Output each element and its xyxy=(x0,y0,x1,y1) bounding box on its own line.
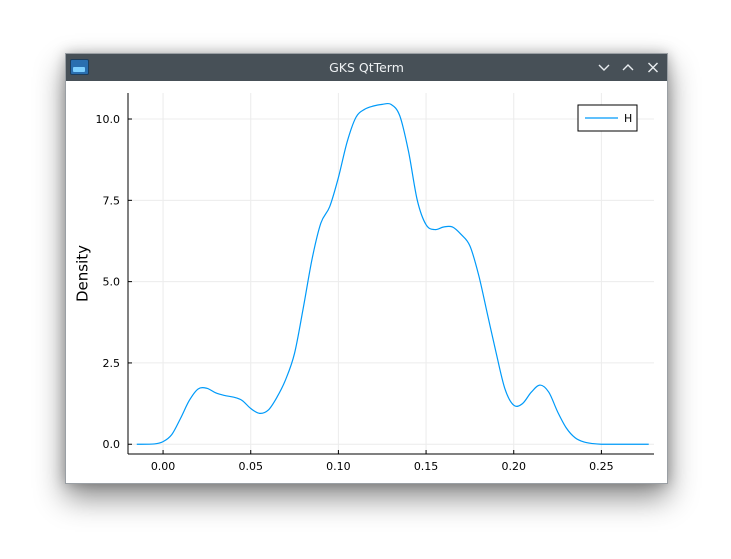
close-icon xyxy=(648,62,658,73)
y-tick-label: 10.0 xyxy=(96,113,121,126)
y-tick-label: 7.5 xyxy=(103,194,121,207)
chart-series xyxy=(136,102,649,445)
minimize-button[interactable] xyxy=(594,58,614,77)
app-window: GKS QtTerm 0.00 0.05 0.10 0.15 0.20 0.25 0.0 2.… xyxy=(65,53,668,484)
x-tick-label: 0.00 xyxy=(151,460,176,473)
x-tick-label: 0.20 xyxy=(501,460,526,473)
maximize-button[interactable] xyxy=(618,58,638,77)
series-line-h xyxy=(136,102,649,445)
y-tick-label: 5.0 xyxy=(103,276,121,289)
window-title: GKS QtTerm xyxy=(329,60,404,75)
x-tick-label: 0.15 xyxy=(414,460,439,473)
y-tick-label: 0.0 xyxy=(103,438,121,451)
minimize-icon xyxy=(598,64,610,71)
gks-app-icon xyxy=(70,59,89,75)
maximize-icon xyxy=(622,64,634,71)
legend-label: H xyxy=(624,112,632,125)
x-tick-label: 0.10 xyxy=(326,460,351,473)
chart-axes: 0.00 0.05 0.10 0.15 0.20 0.25 0.0 2.5 5.0 7.5 10.0 xyxy=(96,93,654,473)
y-axis-label: Density xyxy=(73,245,91,302)
window-titlebar[interactable]: GKS QtTerm xyxy=(66,54,667,81)
y-tick-label: 2.5 xyxy=(103,357,121,370)
x-tick-label: 0.25 xyxy=(589,460,614,473)
close-button[interactable] xyxy=(643,58,663,77)
density-chart: 0.00 0.05 0.10 0.15 0.20 0.25 0.0 2.5 5.0 7.5 10.0… xyxy=(73,93,654,473)
chart-legend: H xyxy=(577,104,638,132)
chart-grid xyxy=(128,93,654,454)
x-tick-label: 0.05 xyxy=(238,460,263,473)
